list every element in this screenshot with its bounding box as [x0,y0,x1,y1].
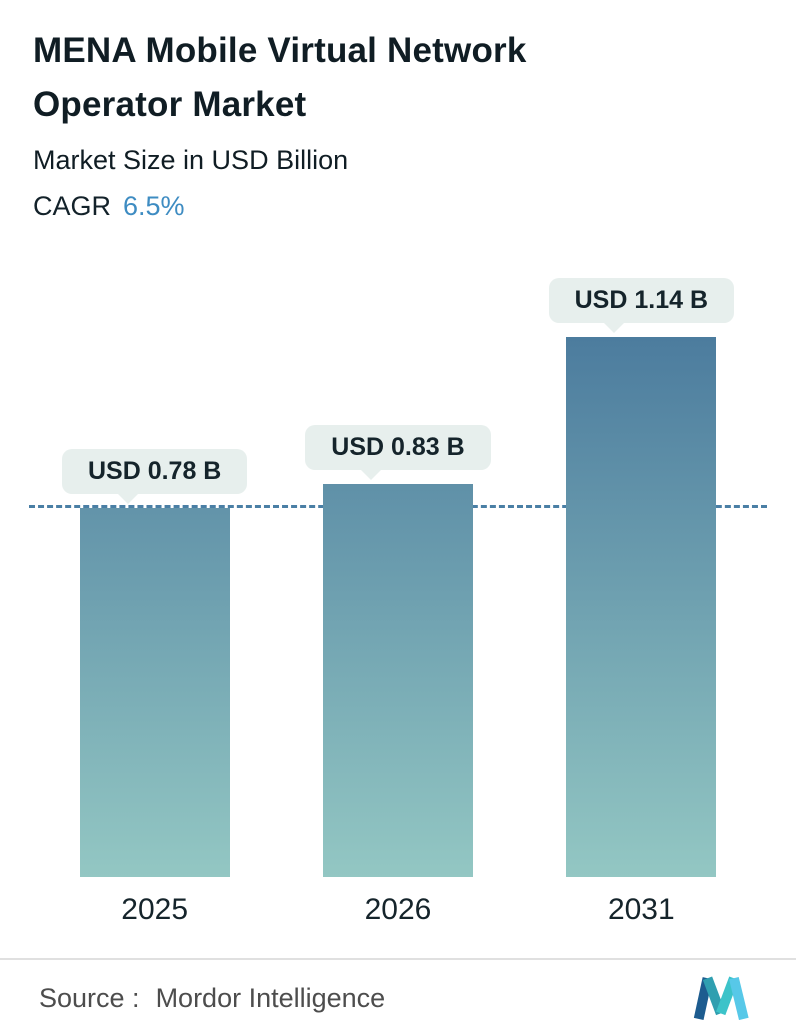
title-line-2: Operator Market [33,85,307,125]
value-callout: USD 0.78 B [61,448,248,504]
title-line-1: MENA Mobile Virtual Network [33,31,527,70]
x-axis: 2025 2026 2031 [33,893,763,927]
bar-2031 [566,336,717,877]
source-text: Source : Mordor Intelligence [39,983,385,1014]
footer-divider [0,958,796,960]
value-label-2025: USD 0.78 B [61,448,248,494]
cagr-label: CAGR [33,190,112,221]
callout-pointer-icon [604,322,625,333]
footer: Source : Mordor Intelligence [0,958,796,1034]
plot-area: USD 0.78 B USD 0.83 B USD 1.14 B [29,260,767,877]
callout-pointer-icon [117,493,138,504]
subtitle: Market Size in USD Billion [33,144,349,175]
value-callout: USD 0.83 B [305,424,491,480]
bar-2026 [322,483,473,877]
bar-column-2025: USD 0.78 B [33,260,276,877]
mordor-intelligence-logo [693,976,749,1020]
cagr-row: CAGR 6.5% [33,191,763,222]
page-title: MENA Mobile Virtual Network Operator Mar… [33,24,763,133]
x-axis-label-2025: 2025 [121,892,189,926]
value-label-2026: USD 0.83 B [305,424,491,470]
source-value: Mordor Intelligence [155,982,386,1013]
source-label: Source : [39,982,140,1013]
bar-2025 [79,507,230,877]
bar-column-2026: USD 0.83 B [276,260,519,877]
x-axis-label-2031: 2031 [607,892,675,926]
value-label-2031: USD 1.14 B [548,277,735,323]
callout-pointer-icon [360,469,381,480]
value-callout: USD 1.14 B [548,277,735,333]
bar-column-2031: USD 1.14 B [520,260,763,877]
x-axis-label-2026: 2026 [364,892,432,926]
cagr-value: 6.5% [123,190,185,221]
chart-area: USD 0.78 B USD 0.83 B USD 1.14 B [29,260,767,927]
